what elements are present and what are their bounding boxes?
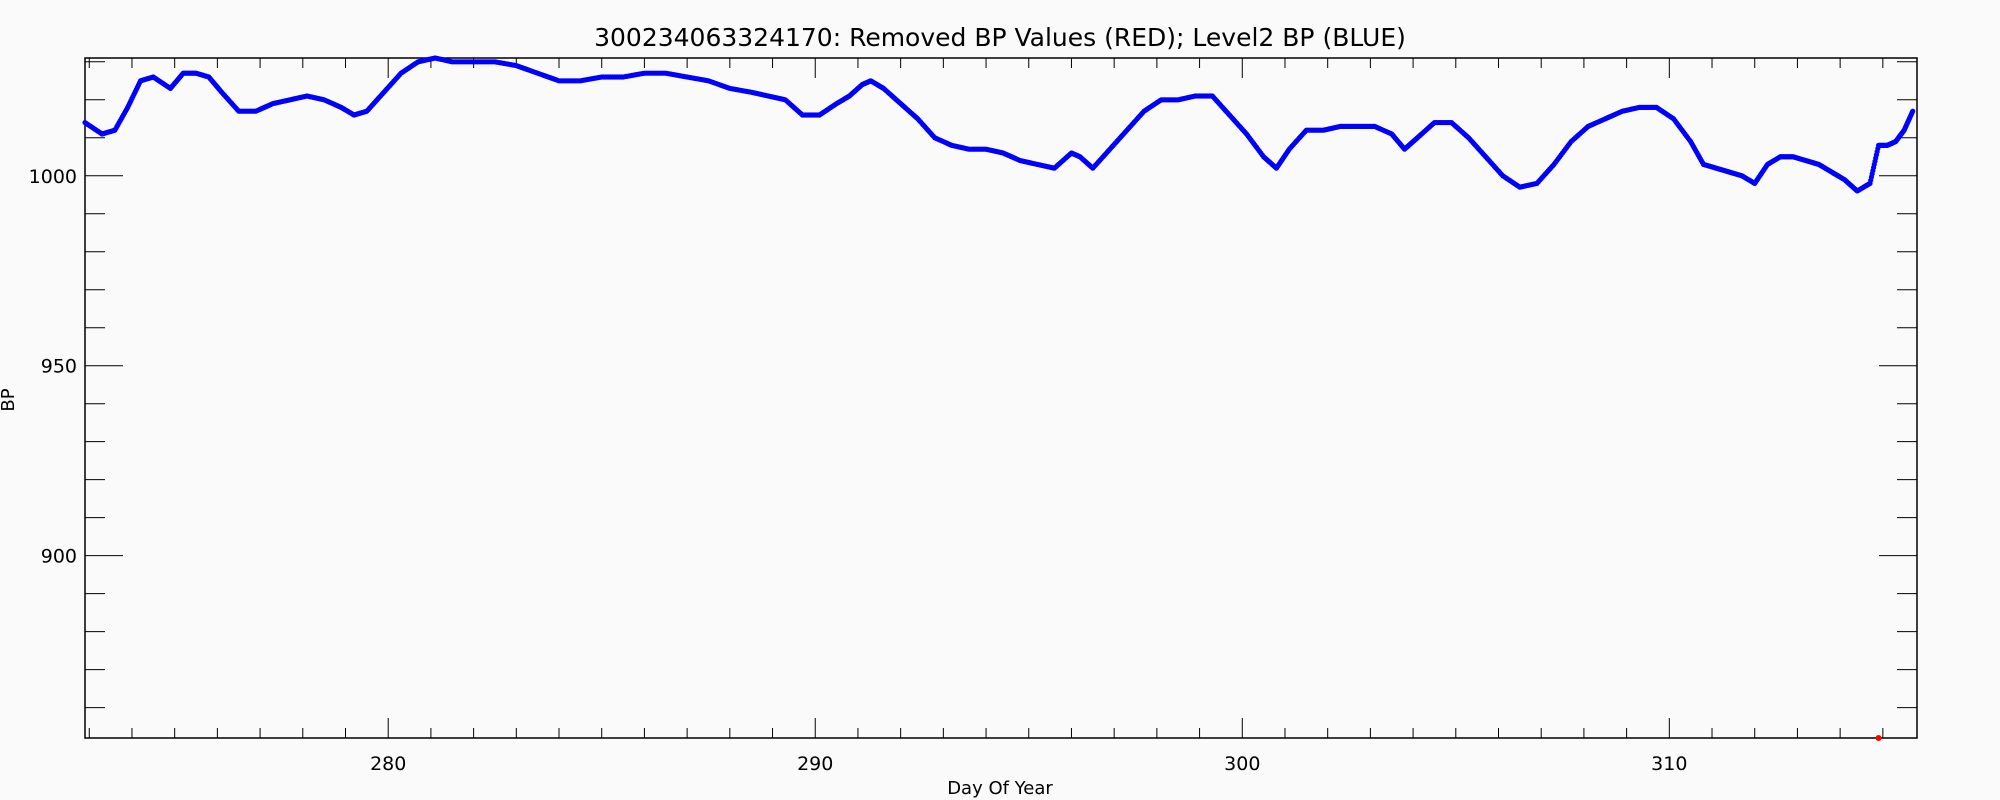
x-tick-label: 300 xyxy=(1224,753,1260,775)
y-tick-label: 950 xyxy=(41,356,77,378)
chart-title: 300234063324170: Removed BP Values (RED)… xyxy=(594,23,1406,52)
y-tick-label: 1000 xyxy=(29,166,77,188)
x-tick-label: 290 xyxy=(797,753,833,775)
axis-ticks: 280 290 300 310 900 950 1000 xyxy=(29,58,1917,775)
x-axis-label: Day Of Year xyxy=(947,778,1053,799)
y-tick-label: 900 xyxy=(41,546,77,568)
data-series xyxy=(82,55,1916,741)
y-axis-label: BP xyxy=(0,388,19,411)
series-2 xyxy=(1875,735,1882,741)
series-1 xyxy=(82,55,1916,194)
plot-frame xyxy=(84,57,1918,739)
x-tick-label: 280 xyxy=(370,753,406,775)
data-point xyxy=(1910,108,1916,114)
x-tick-label: 310 xyxy=(1651,753,1687,775)
data-point xyxy=(1875,735,1882,741)
